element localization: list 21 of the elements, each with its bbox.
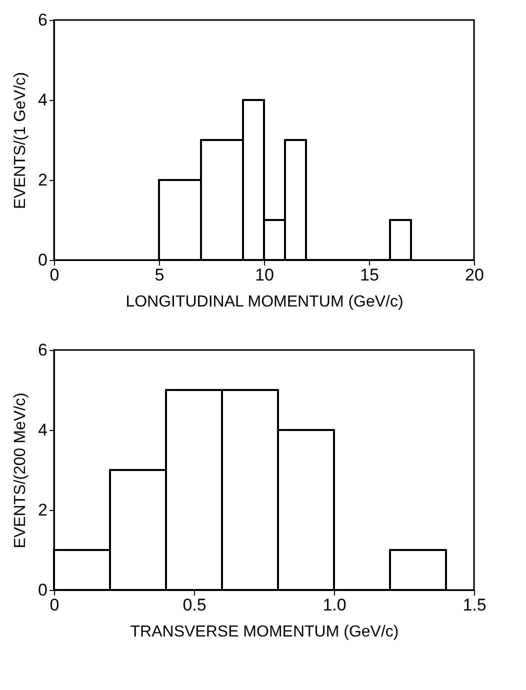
x-tick-label: 20 [465,266,484,284]
x-tick-label: 0 [50,266,60,284]
x-axis-title: TRANSVERSE MOMENTUM (GeV/c) [130,624,399,640]
y-tick-label: 4 [38,90,48,110]
x-axis-title: LONGITUDINAL MOMENTUM (GeV/c) [126,294,404,310]
y-tick-label: 6 [38,340,48,360]
x-tick-label: 5 [154,266,164,284]
x-tick-label: 1.0 [322,596,346,614]
y-tick-label: 0 [38,250,48,270]
y-tick-label: 2 [38,500,48,520]
x-tick-label: 1.5 [462,596,486,614]
x-tick-label: 10 [255,266,274,284]
y-tick-label: 0 [38,580,48,600]
y-axis-title: EVENTS/(200 MeV/c) [12,392,30,548]
x-tick-label: 0 [50,596,60,614]
y-axis-title: EVENTS/(1 GeV/c) [12,72,30,209]
x-tick-label: 0.5 [182,596,206,614]
y-tick-label: 6 [38,10,48,30]
y-tick-label: 2 [38,170,48,190]
y-tick-label: 4 [38,420,48,440]
x-tick-label: 15 [360,266,379,284]
